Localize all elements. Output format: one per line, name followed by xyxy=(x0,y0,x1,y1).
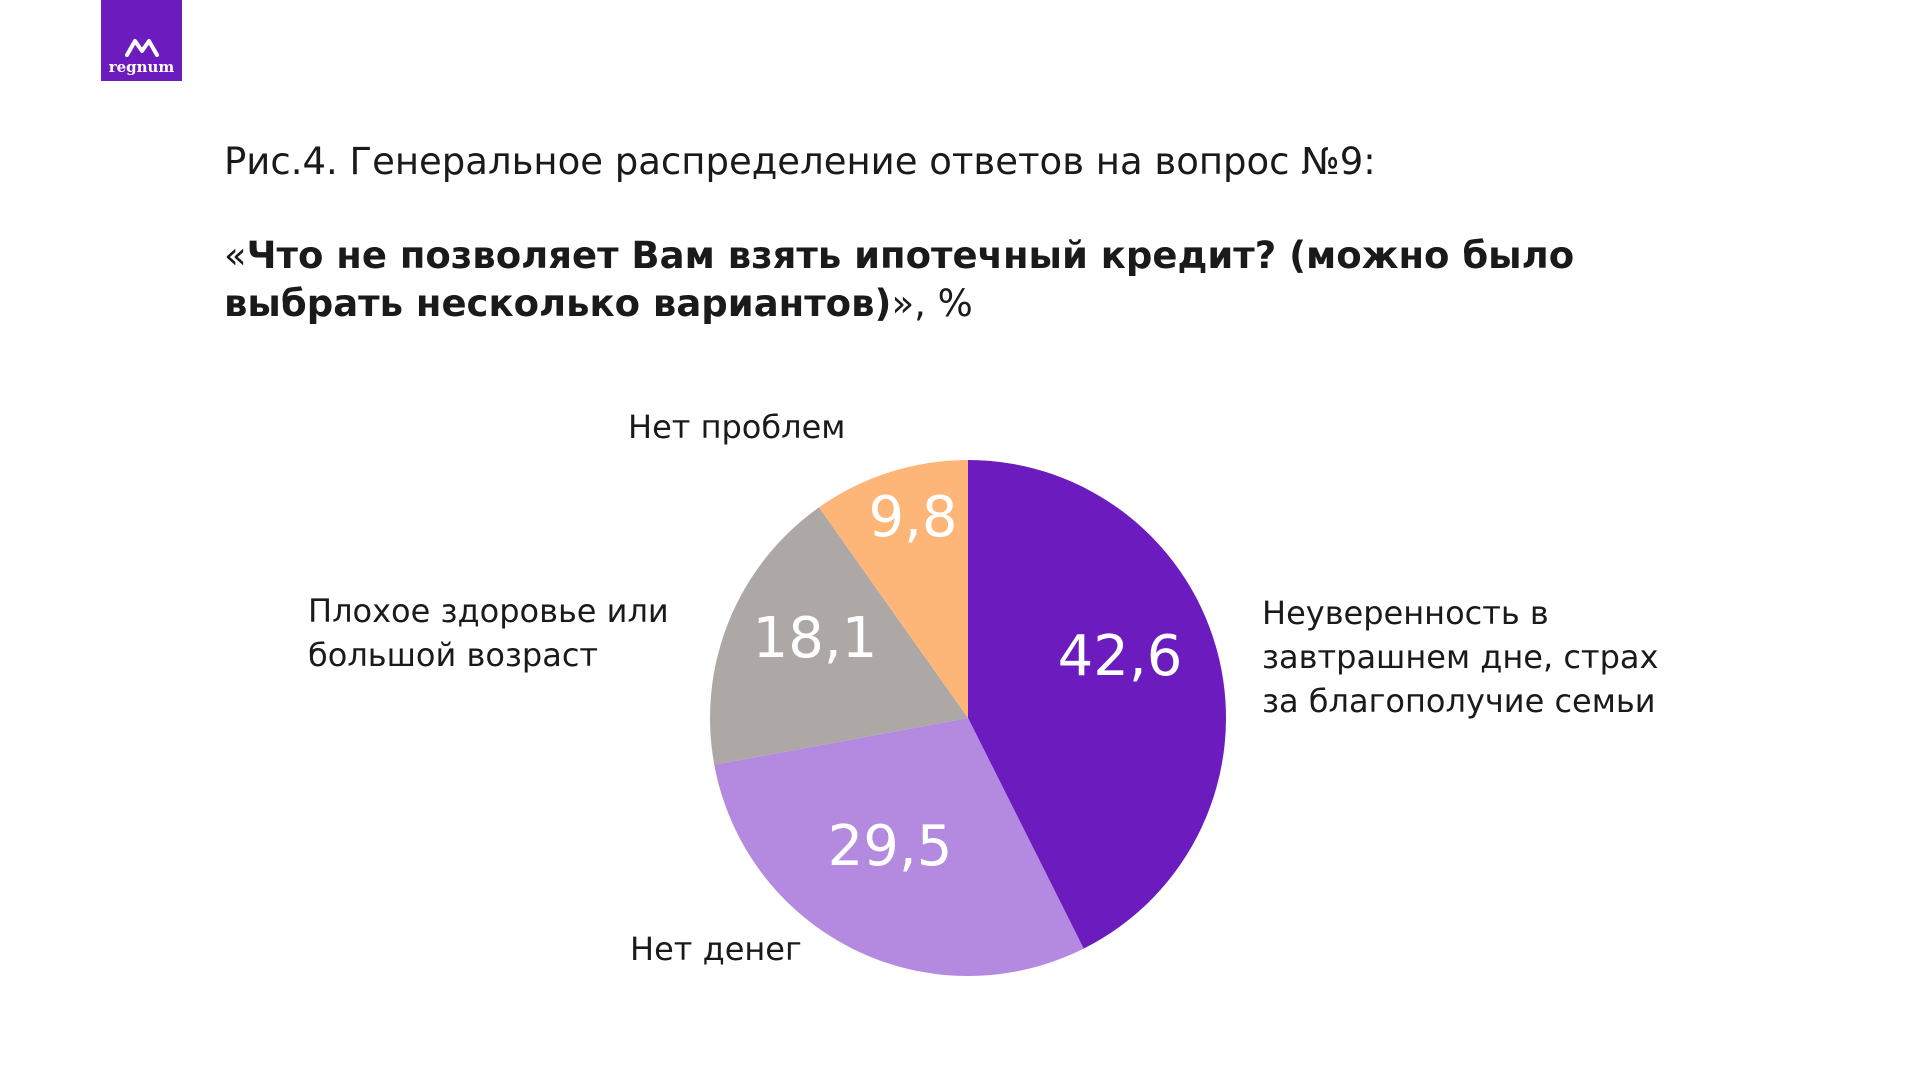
pie-slice-1 xyxy=(968,460,1227,949)
slice-category-label-line: большой возраст xyxy=(308,636,598,674)
slice-category-label-line: завтрашнем дне, страх xyxy=(1262,638,1658,676)
figure-caption: Рис.4. Генеральное распределение ответов… xyxy=(224,140,1376,183)
mountain-icon xyxy=(124,39,159,57)
slice-value-label-3: 18,1 xyxy=(753,606,878,671)
logo-text: regnum xyxy=(108,58,175,76)
question-open-quote: « xyxy=(224,234,247,277)
slice-value-label-4: 9,8 xyxy=(868,485,957,550)
question-tail: », % xyxy=(891,282,973,325)
slice-category-label-1: Неуверенность в завтрашнем дне, страх за б… xyxy=(1262,594,1658,720)
slice-category-label-3: Плохое здоровье или большой возраст xyxy=(308,592,669,674)
slice-category-label-4: Нет проблем xyxy=(628,408,845,446)
slice-value-label-2: 29,5 xyxy=(828,814,953,879)
slice-category-label-line: Неуверенность в xyxy=(1262,594,1549,632)
slice-category-label-2: Нет денег xyxy=(630,930,802,968)
question-title: «Что не позволяет Вам взять ипотечный кр… xyxy=(224,232,1624,328)
slice-value-label-1: 42,6 xyxy=(1058,624,1183,689)
pie-slice-3 xyxy=(709,507,968,765)
slice-category-label-line: за благополучие семьи xyxy=(1262,682,1656,720)
regnum-logo[interactable]: regnum xyxy=(101,0,182,81)
question-bold-text: Что не позволяет Вам взять ипотечный кре… xyxy=(224,234,1575,325)
slice-category-label-line: Нет проблем xyxy=(628,408,845,446)
pie-slice-2 xyxy=(714,718,1084,976)
pie-slice-4 xyxy=(818,460,968,718)
slice-category-label-line: Нет денег xyxy=(630,930,802,968)
slice-category-label-line: Плохое здоровье или xyxy=(308,592,669,630)
